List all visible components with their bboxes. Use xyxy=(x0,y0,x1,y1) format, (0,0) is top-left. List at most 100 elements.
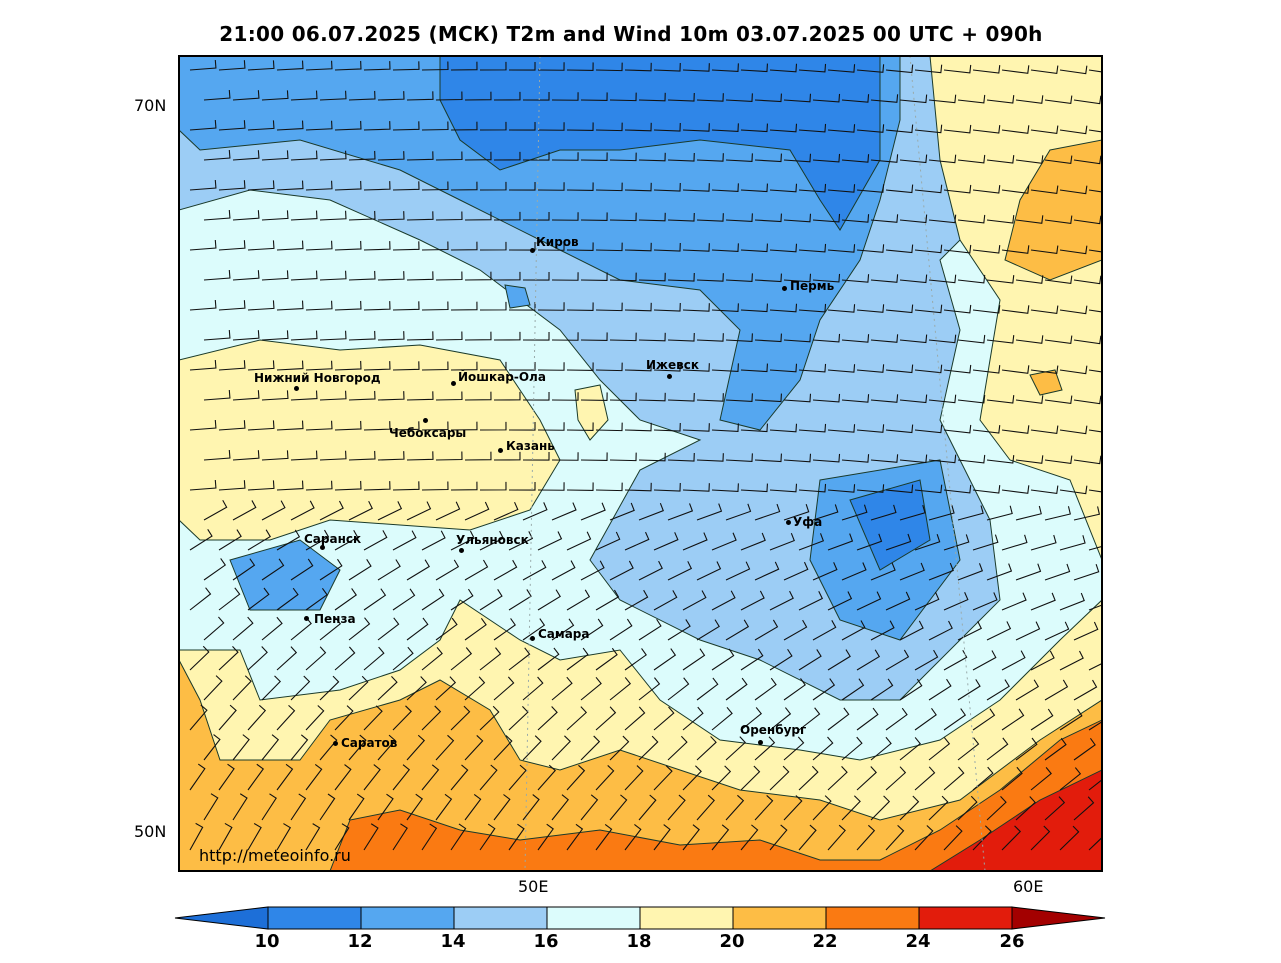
graticule xyxy=(524,56,986,871)
wind-barb xyxy=(319,90,347,101)
wind-barb xyxy=(508,122,536,131)
wind-barb xyxy=(827,124,856,133)
wind-barb xyxy=(725,677,748,701)
wind-barb xyxy=(1059,708,1083,731)
wind-barb xyxy=(986,505,1013,521)
wind-barb xyxy=(435,559,460,581)
wind-barb xyxy=(667,392,695,402)
wind-barb xyxy=(363,421,391,431)
wind-barb xyxy=(1001,485,1030,494)
wind-barb xyxy=(348,675,369,701)
wind-barb xyxy=(899,562,925,581)
wind-barb xyxy=(218,240,246,251)
wind-barb xyxy=(232,616,254,641)
wind-barb xyxy=(856,124,885,133)
wind-barb xyxy=(1088,604,1102,611)
wind-barb xyxy=(479,588,503,611)
wind-barb xyxy=(856,184,885,193)
wind-barb xyxy=(276,480,304,491)
wind-barb xyxy=(305,705,325,731)
wind-barb xyxy=(914,591,940,611)
wind-barb xyxy=(363,61,391,71)
wind-barb xyxy=(1001,125,1030,134)
wind-barb xyxy=(740,63,768,73)
wind-barb xyxy=(1073,563,1100,581)
wind-barb xyxy=(421,530,446,551)
wind-barb xyxy=(725,453,753,462)
wind-barb xyxy=(972,485,1001,494)
wind-barb xyxy=(1030,592,1056,611)
wind-barb xyxy=(1059,425,1088,435)
wind-barb xyxy=(305,420,333,431)
wind-barb xyxy=(319,675,340,701)
wind-barb xyxy=(899,620,924,641)
wind-barb xyxy=(479,764,498,791)
city-marker xyxy=(423,418,428,423)
wind-barb xyxy=(203,616,225,641)
wind-barb xyxy=(841,214,870,223)
wind-barb xyxy=(348,500,373,521)
wind-barb xyxy=(812,273,841,283)
wind-barb xyxy=(1088,429,1102,433)
wind-barb xyxy=(769,363,798,373)
wind-barb xyxy=(435,391,463,401)
wind-barb xyxy=(261,500,286,521)
wind-barb xyxy=(392,181,420,191)
wind-barb xyxy=(348,270,376,281)
wind-barb xyxy=(609,392,637,402)
wind-barb xyxy=(696,677,719,701)
wind-barb xyxy=(1088,309,1102,313)
wind-barb xyxy=(725,393,753,402)
wind-barb xyxy=(754,393,782,403)
wind-barb xyxy=(856,766,877,791)
colorbar-tick: 16 xyxy=(533,931,559,952)
wind-barb xyxy=(638,392,666,402)
wind-barb xyxy=(566,482,594,491)
wind-barb xyxy=(609,735,630,761)
wind-barb xyxy=(493,676,515,701)
wind-barb xyxy=(305,240,333,251)
wind-barb xyxy=(522,92,550,101)
wind-barb xyxy=(711,765,732,791)
city-marker xyxy=(530,636,535,641)
wind-barb xyxy=(1001,365,1030,374)
wind-barb xyxy=(624,824,642,851)
wind-barb xyxy=(493,391,521,401)
wind-barb xyxy=(551,212,579,221)
wind-barb xyxy=(914,825,934,851)
colorbar-extend-high xyxy=(1011,906,1106,930)
wind-barb xyxy=(232,330,260,341)
wind-barb xyxy=(479,421,507,431)
wind-barb xyxy=(392,705,412,731)
wind-barb xyxy=(812,678,836,701)
wind-barb xyxy=(638,212,666,222)
city-marker xyxy=(667,374,672,379)
wind-barb xyxy=(551,392,579,401)
wind-barb xyxy=(421,588,445,611)
city-marker xyxy=(451,381,456,386)
wind-barb xyxy=(464,391,492,401)
wind-barb xyxy=(348,210,376,221)
wind-barb xyxy=(769,707,792,731)
wind-barb xyxy=(957,795,978,821)
wind-barb xyxy=(508,705,529,731)
wind-barb xyxy=(493,618,516,641)
wind-barb xyxy=(986,455,1015,464)
wind-barb xyxy=(595,823,613,851)
wind-barb xyxy=(319,150,347,161)
wind-barb xyxy=(696,503,723,521)
wind-barb xyxy=(740,648,764,671)
wind-barb xyxy=(841,154,870,163)
wind-barb xyxy=(464,617,487,641)
wind-barb xyxy=(290,675,311,701)
wind-barb xyxy=(885,591,911,611)
colorbar-extend-low xyxy=(174,906,269,930)
wind-barb xyxy=(566,589,591,611)
wind-barb xyxy=(653,182,681,192)
wind-barb xyxy=(261,270,289,281)
wind-barb xyxy=(870,154,899,163)
wind-barb xyxy=(566,706,588,731)
wind-barb xyxy=(580,735,601,761)
colorbar-segment xyxy=(267,906,362,930)
